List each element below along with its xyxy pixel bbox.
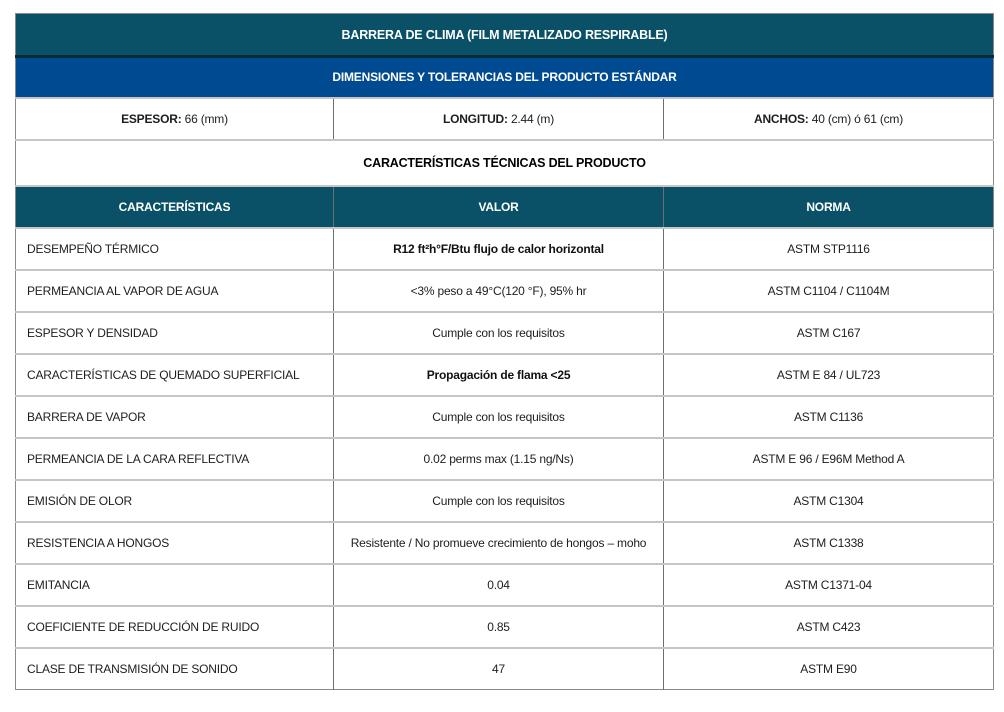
valor-cell: Resistente / No promueve crecimiento de …: [333, 520, 664, 564]
caracteristica-cell: DESEMPEÑO TÉRMICO: [15, 226, 334, 270]
norma-cell: ASTM STP1116: [662, 226, 994, 270]
caracteristica-cell: PERMEANCIA AL VAPOR DE AGUA: [15, 268, 334, 312]
dimension-anchos: ANCHOS: 40 (cm) ó 61 (cm): [662, 96, 994, 140]
table-row: CLASE DE TRANSMISIÓN DE SONIDO 47 ASTM E…: [15, 646, 994, 690]
table-row: COEFICIENTE DE REDUCCIÓN DE RUIDO 0.85 A…: [15, 604, 994, 648]
column-header-caracteristicas: CARACTERÍSTICAS: [15, 184, 334, 228]
norma-cell: ASTM E 96 / E96M Method A: [662, 436, 994, 480]
caracteristica-cell: EMITANCIA: [15, 562, 334, 606]
table-row: ESPESOR Y DENSIDAD Cumple con los requis…: [15, 310, 994, 354]
table-row: BARRERA DE VAPOR Cumple con los requisit…: [15, 394, 994, 438]
table-row: DESEMPEÑO TÉRMICO R12 ft²h°F/Btu flujo d…: [15, 226, 994, 270]
section-title-row: CARACTERÍSTICAS TÉCNICAS DEL PRODUCTO: [15, 138, 994, 186]
anchos-value: 40 (cm) ó 61 (cm): [808, 111, 904, 126]
valor-cell: Cumple con los requisitos: [333, 310, 664, 354]
caracteristica-cell: RESISTENCIA A HONGOS: [15, 520, 334, 564]
caracteristica-cell: BARRERA DE VAPOR: [15, 394, 334, 438]
valor-cell: <3% peso a 49°C(120 °F), 95% hr: [333, 268, 664, 312]
table-row: EMISIÓN DE OLOR Cumple con los requisito…: [15, 478, 994, 522]
title-row: BARRERA DE CLIMA (FILM METALIZADO RESPIR…: [15, 13, 994, 57]
dimensions-row: ESPESOR: 66 (mm) LONGITUD: 2.44 (m) ANCH…: [15, 96, 994, 140]
espesor-label: ESPESOR:: [121, 111, 182, 126]
longitud-label: LONGITUD:: [442, 111, 508, 126]
section-title: CARACTERÍSTICAS TÉCNICAS DEL PRODUCTO: [15, 138, 994, 186]
dimensions-subtitle: DIMENSIONES Y TOLERANCIAS DEL PRODUCTO E…: [15, 55, 994, 98]
dimension-longitud: LONGITUD: 2.44 (m): [333, 96, 664, 140]
caracteristica-cell: PERMEANCIA DE LA CARA REFLECTIVA: [15, 436, 334, 480]
norma-cell: ASTM C1104 / C1104M: [662, 268, 994, 312]
caracteristica-cell: COEFICIENTE DE REDUCCIÓN DE RUIDO: [15, 604, 334, 648]
column-header-norma: NORMA: [662, 184, 994, 228]
norma-cell: ASTM C1304: [662, 478, 994, 522]
valor-cell: R12 ft²h°F/Btu flujo de calor horizontal: [333, 226, 664, 270]
subtitle-row: DIMENSIONES Y TOLERANCIAS DEL PRODUCTO E…: [15, 55, 994, 98]
caracteristica-cell: CARACTERÍSTICAS DE QUEMADO SUPERFICIAL: [15, 352, 334, 396]
valor-cell: Cumple con los requisitos: [333, 478, 664, 522]
norma-cell: ASTM E 84 / UL723: [662, 352, 994, 396]
column-header-valor: VALOR: [333, 184, 664, 228]
valor-cell: 0.02 perms max (1.15 ng/Ns): [333, 436, 664, 480]
caracteristica-cell: CLASE DE TRANSMISIÓN DE SONIDO: [15, 646, 334, 690]
norma-cell: ASTM C1136: [662, 394, 994, 438]
norma-cell: ASTM C423: [662, 604, 994, 648]
valor-cell: Propagación de flama <25: [333, 352, 664, 396]
table-row: PERMEANCIA AL VAPOR DE AGUA <3% peso a 4…: [15, 268, 994, 312]
norma-cell: ASTM E90: [662, 646, 994, 690]
longitud-value: 2.44 (m): [507, 111, 555, 126]
anchos-label: ANCHOS:: [754, 111, 809, 126]
product-title: BARRERA DE CLIMA (FILM METALIZADO RESPIR…: [15, 13, 994, 57]
norma-cell: ASTM C167: [662, 310, 994, 354]
caracteristica-cell: ESPESOR Y DENSIDAD: [15, 310, 334, 354]
norma-cell: ASTM C1338: [662, 520, 994, 564]
table-row: EMITANCIA 0.04 ASTM C1371-04: [15, 562, 994, 606]
norma-cell: ASTM C1371-04: [662, 562, 994, 606]
spec-rows: DESEMPEÑO TÉRMICO R12 ft²h°F/Btu flujo d…: [15, 226, 994, 690]
table-row: RESISTENCIA A HONGOS Resistente / No pro…: [15, 520, 994, 564]
valor-cell: 0.04: [333, 562, 664, 606]
valor-cell: Cumple con los requisitos: [333, 394, 664, 438]
spec-sheet: BARRERA DE CLIMA (FILM METALIZADO RESPIR…: [15, 13, 995, 690]
dimension-espesor: ESPESOR: 66 (mm): [15, 96, 334, 140]
valor-cell: 47: [333, 646, 664, 690]
valor-cell: 0.85: [333, 604, 664, 648]
table-row: CARACTERÍSTICAS DE QUEMADO SUPERFICIAL P…: [15, 352, 994, 396]
column-header-row: CARACTERÍSTICAS VALOR NORMA: [15, 184, 994, 228]
product-spec-table: BARRERA DE CLIMA (FILM METALIZADO RESPIR…: [15, 13, 995, 690]
caracteristica-cell: EMISIÓN DE OLOR: [15, 478, 334, 522]
table-row: PERMEANCIA DE LA CARA REFLECTIVA 0.02 pe…: [15, 436, 994, 480]
espesor-value: 66 (mm): [181, 111, 228, 126]
